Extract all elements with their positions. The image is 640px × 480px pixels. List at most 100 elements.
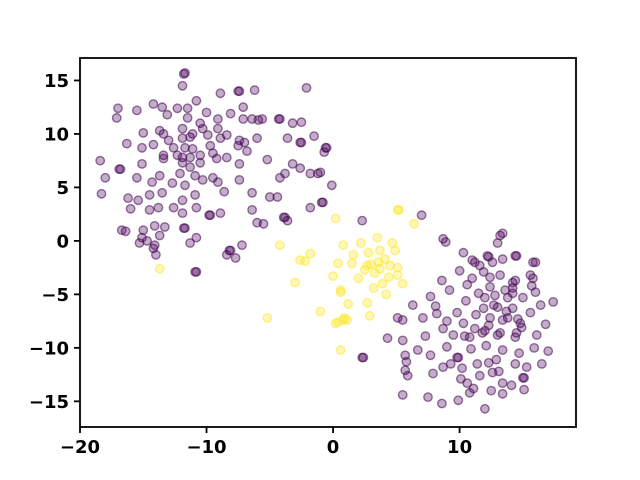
cluster-purple-point — [417, 312, 428, 323]
cluster-purple-point — [400, 365, 411, 376]
x-tick-label: 10 — [447, 437, 472, 458]
cluster-purple-point — [425, 350, 436, 361]
cluster-yellow-point — [379, 254, 390, 265]
cluster-purple-point — [238, 114, 249, 124]
cluster-yellow-point — [343, 299, 354, 309]
cluster-purple-point — [471, 309, 481, 320]
cluster-purple-point — [195, 157, 206, 168]
cluster-purple-point — [497, 345, 508, 355]
cluster-purple-point — [519, 372, 529, 383]
x-tick-label: 0 — [327, 437, 340, 458]
cluster-purple-point — [202, 130, 213, 140]
cluster-yellow-point — [328, 271, 338, 282]
cluster-purple-point — [287, 118, 298, 129]
cluster-purple-point — [201, 107, 212, 118]
cluster-purple-point — [455, 373, 466, 384]
cluster-purple-point — [219, 186, 230, 197]
cluster-purple-point — [485, 312, 495, 323]
x-tick-label: −20 — [60, 437, 100, 458]
cluster-yellow-point — [330, 213, 341, 224]
cluster-purple-point — [282, 133, 293, 144]
cluster-purple-point — [234, 158, 245, 169]
cluster-purple-point — [510, 358, 521, 369]
cluster-purple-point — [138, 225, 149, 236]
cluster-purple-point — [397, 335, 408, 346]
cluster-purple-point — [358, 352, 369, 363]
cluster-purple-point — [478, 303, 489, 314]
cluster-purple-point — [397, 389, 408, 400]
cluster-purple-point — [230, 253, 241, 263]
cluster-purple-point — [185, 162, 196, 173]
cluster-purple-point — [197, 174, 208, 185]
cluster-purple-point — [242, 146, 252, 157]
cluster-purple-point — [495, 327, 505, 338]
cluster-yellow-point — [362, 297, 373, 308]
cluster-purple-point — [215, 88, 226, 99]
cluster-purple-point — [502, 292, 513, 303]
cluster-yellow-point — [335, 285, 346, 295]
cluster-purple-point — [536, 358, 547, 369]
cluster-purple-point — [511, 250, 522, 261]
cluster-purple-point — [215, 208, 226, 219]
cluster-purple-point — [444, 285, 455, 295]
y-tick-label: 15 — [44, 71, 69, 92]
cluster-purple-point — [190, 189, 201, 200]
cluster-purple-point — [497, 378, 508, 388]
cluster-purple-point — [137, 232, 147, 243]
cluster-purple-point — [497, 315, 508, 325]
cluster-purple-point — [305, 168, 316, 179]
cluster-purple-point — [134, 238, 145, 248]
cluster-purple-point — [137, 142, 147, 153]
cluster-purple-point — [543, 346, 554, 356]
cluster-purple-point — [221, 152, 232, 163]
cluster-purple-point — [175, 168, 185, 179]
cluster-purple-point — [316, 197, 327, 208]
cluster-purple-point — [185, 238, 196, 248]
cluster-purple-point — [483, 251, 494, 262]
cluster-purple-point — [392, 312, 403, 323]
cluster-purple-point — [479, 325, 490, 336]
cluster-purple-point — [441, 341, 452, 352]
cluster-purple-point — [528, 257, 538, 268]
cluster-purple-point — [516, 322, 527, 333]
cluster-purple-point — [257, 114, 268, 124]
cluster-purple-point — [315, 167, 326, 178]
cluster-purple-point — [258, 218, 269, 229]
cluster-purple-point — [212, 114, 223, 124]
y-tick-label: 10 — [44, 124, 69, 145]
cluster-purple-point — [123, 193, 134, 204]
cluster-purple-point — [452, 307, 462, 318]
cluster-purple-point — [191, 232, 202, 243]
cluster-purple-point — [490, 290, 500, 301]
cluster-yellow-point — [374, 245, 385, 256]
cluster-purple-point — [148, 139, 159, 150]
cluster-purple-point — [252, 133, 263, 144]
cluster-purple-point — [296, 117, 307, 128]
cluster-purple-point — [469, 257, 480, 268]
cluster-purple-point — [185, 152, 196, 163]
cluster-purple-point — [309, 131, 319, 142]
cluster-purple-point — [272, 192, 283, 202]
cluster-purple-point — [191, 95, 202, 106]
cluster-yellow-point — [393, 204, 404, 215]
cluster-yellow-point — [347, 258, 357, 269]
cluster-purple-point — [148, 99, 159, 109]
cluster-yellow-point — [377, 278, 388, 289]
cluster-purple-point — [167, 178, 178, 189]
cluster-purple-point — [407, 300, 418, 310]
cluster-purple-point — [239, 137, 250, 148]
cluster-purple-point — [493, 366, 504, 377]
cluster-purple-point — [486, 385, 497, 396]
cluster-purple-point — [529, 342, 540, 353]
cluster-purple-point — [468, 383, 479, 394]
cluster-purple-point — [448, 330, 459, 340]
cluster-purple-point — [454, 265, 465, 276]
cluster-purple-point — [178, 69, 189, 79]
cluster-purple-point — [525, 270, 536, 280]
cluster-purple-point — [273, 114, 284, 124]
cluster-purple-point — [457, 363, 467, 374]
cluster-purple-point — [531, 330, 542, 340]
cluster-purple-point — [530, 287, 541, 298]
cluster-purple-point — [472, 358, 483, 369]
cluster-purple-point — [295, 137, 306, 148]
